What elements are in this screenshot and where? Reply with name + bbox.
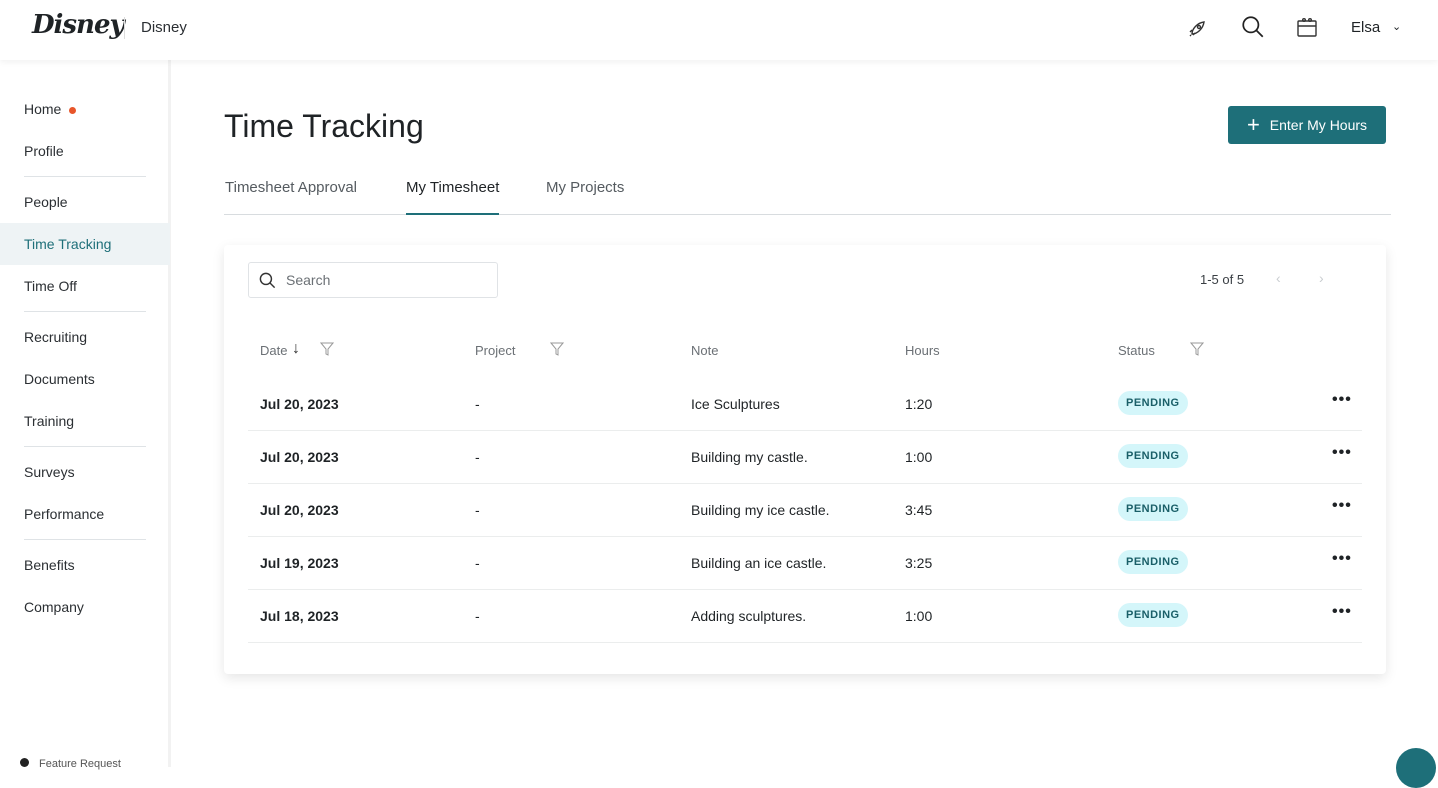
- plus-icon: +: [1246, 112, 1260, 137]
- feature-request-link[interactable]: Feature Request: [20, 758, 121, 770]
- status-badge: PENDING: [1118, 444, 1188, 468]
- sidebar-item-people[interactable]: People: [24, 194, 68, 210]
- hours-cell: 3:25: [905, 555, 933, 571]
- sidebar-item-performance[interactable]: Performance: [24, 506, 105, 522]
- timesheet-card: 1-5 of 5 ‹ › Date ↓ Project Note Hours S…: [224, 245, 1386, 674]
- note-cell: Ice Sculptures: [691, 396, 780, 412]
- table-row[interactable]: Jul 20, 2023 - Building my castle. 1:00 …: [248, 431, 1362, 484]
- sidebar-item-label: Home: [24, 101, 62, 117]
- sidebar-item-recruiting[interactable]: Recruiting: [24, 329, 88, 345]
- project-cell: -: [475, 502, 480, 518]
- divider: [24, 446, 146, 447]
- search-input[interactable]: [286, 272, 486, 288]
- user-menu[interactable]: Elsa: [1351, 19, 1381, 36]
- project-cell: -: [475, 396, 480, 412]
- tab-bar: Timesheet Approval My Timesheet My Proje…: [224, 176, 1391, 215]
- sidebar-item-documents[interactable]: Documents: [24, 371, 95, 387]
- divider: [24, 176, 146, 177]
- sidebar-item-training[interactable]: Training: [24, 413, 75, 429]
- project-cell: -: [475, 608, 480, 624]
- next-page-button[interactable]: ›: [1319, 270, 1324, 286]
- more-options-icon[interactable]: •••: [1332, 497, 1352, 514]
- date-cell: Jul 18, 2023: [260, 608, 339, 624]
- feature-icon: [20, 758, 29, 767]
- date-cell: Jul 19, 2023: [260, 555, 339, 571]
- column-header-note: Note: [691, 343, 719, 358]
- hours-cell: 1:00: [905, 449, 933, 465]
- divider: [24, 311, 146, 312]
- rocket-icon[interactable]: [1186, 16, 1210, 40]
- hours-cell: 1:00: [905, 608, 933, 624]
- disney-logo[interactable]: Disney: [32, 10, 125, 40]
- note-cell: Building my ice castle.: [691, 502, 830, 518]
- sidebar-item-time-tracking[interactable]: Time Tracking: [0, 223, 170, 265]
- help-button[interactable]: [1396, 748, 1436, 788]
- tab-my-timesheet[interactable]: My Timesheet: [406, 179, 500, 215]
- status-badge: PENDING: [1118, 603, 1188, 627]
- sidebar-item-surveys[interactable]: Surveys: [24, 464, 75, 480]
- prev-page-button[interactable]: ‹: [1276, 270, 1281, 286]
- column-header-hours: Hours: [905, 343, 940, 358]
- chevron-down-icon[interactable]: ⌄: [1392, 21, 1402, 33]
- enter-my-hours-label: Enter My Hours: [1269, 117, 1368, 133]
- divider: [24, 539, 146, 540]
- table-row[interactable]: Jul 19, 2023 - Building an ice castle. 3…: [248, 537, 1362, 590]
- divider: [124, 17, 125, 39]
- more-options-icon[interactable]: •••: [1332, 603, 1352, 620]
- note-cell: Adding sculptures.: [691, 608, 807, 624]
- status-badge: PENDING: [1118, 391, 1188, 415]
- filter-icon[interactable]: [320, 342, 334, 356]
- top-bar: Disney Disney Elsa ⌄: [0, 0, 1438, 60]
- filter-icon[interactable]: [1190, 342, 1204, 356]
- table-row[interactable]: Jul 20, 2023 - Ice Sculptures 1:20 PENDI…: [248, 378, 1362, 431]
- hours-cell: 3:45: [905, 502, 933, 518]
- more-options-icon[interactable]: •••: [1332, 550, 1352, 567]
- table-row[interactable]: Jul 18, 2023 - Adding sculptures. 1:00 P…: [248, 590, 1362, 643]
- status-badge: PENDING: [1118, 550, 1188, 574]
- pagination-label: 1-5 of 5: [1200, 272, 1245, 287]
- date-cell: Jul 20, 2023: [260, 449, 339, 465]
- note-cell: Building an ice castle.: [691, 555, 827, 571]
- company-name: Disney: [141, 19, 187, 36]
- table-row[interactable]: Jul 20, 2023 - Building my ice castle. 3…: [248, 484, 1362, 537]
- sidebar-item-home[interactable]: Home: [0, 88, 170, 130]
- hours-cell: 1:20: [905, 396, 933, 412]
- enter-my-hours-button[interactable]: + Enter My Hours: [1228, 106, 1386, 144]
- project-cell: -: [475, 555, 480, 571]
- search-icon: [259, 272, 276, 289]
- search-box[interactable]: [248, 262, 498, 298]
- sidebar-item-time-off[interactable]: Time Off: [24, 278, 77, 294]
- more-options-icon[interactable]: •••: [1332, 391, 1352, 408]
- sidebar-item-profile[interactable]: Profile: [24, 143, 64, 159]
- sort-down-icon[interactable]: ↓: [292, 340, 300, 357]
- status-badge: PENDING: [1118, 497, 1188, 521]
- note-cell: Building my castle.: [691, 449, 808, 465]
- sidebar: Home Profile People Time Tracking Time O…: [0, 60, 171, 767]
- feature-request-label: Feature Request: [39, 758, 121, 770]
- page-title: Time Tracking: [224, 108, 424, 144]
- date-cell: Jul 20, 2023: [260, 502, 339, 518]
- date-cell: Jul 20, 2023: [260, 396, 339, 412]
- column-header-date[interactable]: Date: [260, 343, 288, 358]
- project-cell: -: [475, 449, 480, 465]
- tab-my-projects[interactable]: My Projects: [546, 179, 625, 196]
- column-header-project: Project: [475, 343, 516, 358]
- column-header-status: Status: [1118, 343, 1155, 358]
- sidebar-item-company[interactable]: Company: [24, 599, 84, 615]
- calendar-icon[interactable]: [1295, 16, 1319, 40]
- search-icon[interactable]: [1240, 14, 1266, 40]
- filter-icon[interactable]: [550, 342, 564, 356]
- notification-dot: [69, 106, 77, 114]
- more-options-icon[interactable]: •••: [1332, 444, 1352, 461]
- sidebar-item-benefits[interactable]: Benefits: [24, 557, 75, 573]
- tab-timesheet-approval[interactable]: Timesheet Approval: [225, 179, 358, 196]
